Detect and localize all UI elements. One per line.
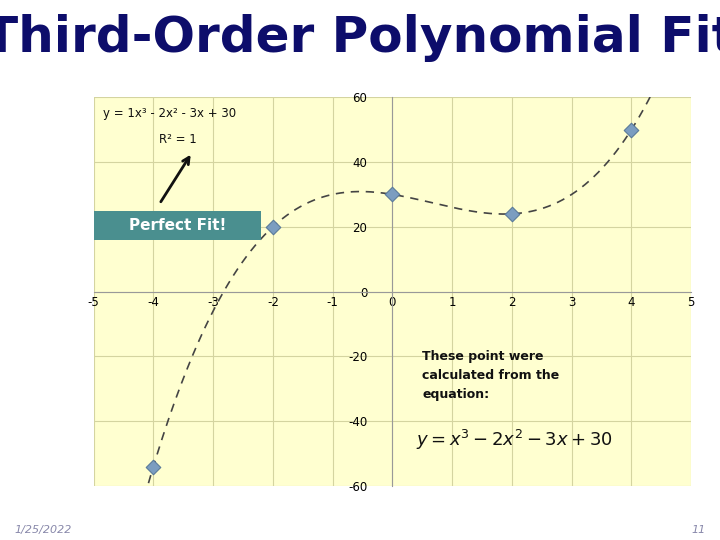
Text: $y = x^3 - 2x^2 - 3x + 30$: $y = x^3 - 2x^2 - 3x + 30$ <box>416 428 613 452</box>
Text: R² = 1: R² = 1 <box>159 132 197 146</box>
Point <box>148 462 159 471</box>
FancyBboxPatch shape <box>94 211 261 240</box>
Text: Perfect Fit!: Perfect Fit! <box>129 218 226 233</box>
Text: y = 1x³ - 2x² - 3x + 30: y = 1x³ - 2x² - 3x + 30 <box>102 106 235 120</box>
Point <box>626 125 637 134</box>
Text: 1/25/2022: 1/25/2022 <box>14 524 72 535</box>
Point <box>387 190 398 199</box>
Text: 11: 11 <box>691 524 706 535</box>
Point <box>506 210 518 218</box>
Point <box>267 222 279 231</box>
Text: Third-Order Polynomial Fit: Third-Order Polynomial Fit <box>0 14 720 62</box>
Text: These point were
calculated from the
equation:: These point were calculated from the equ… <box>422 350 559 401</box>
